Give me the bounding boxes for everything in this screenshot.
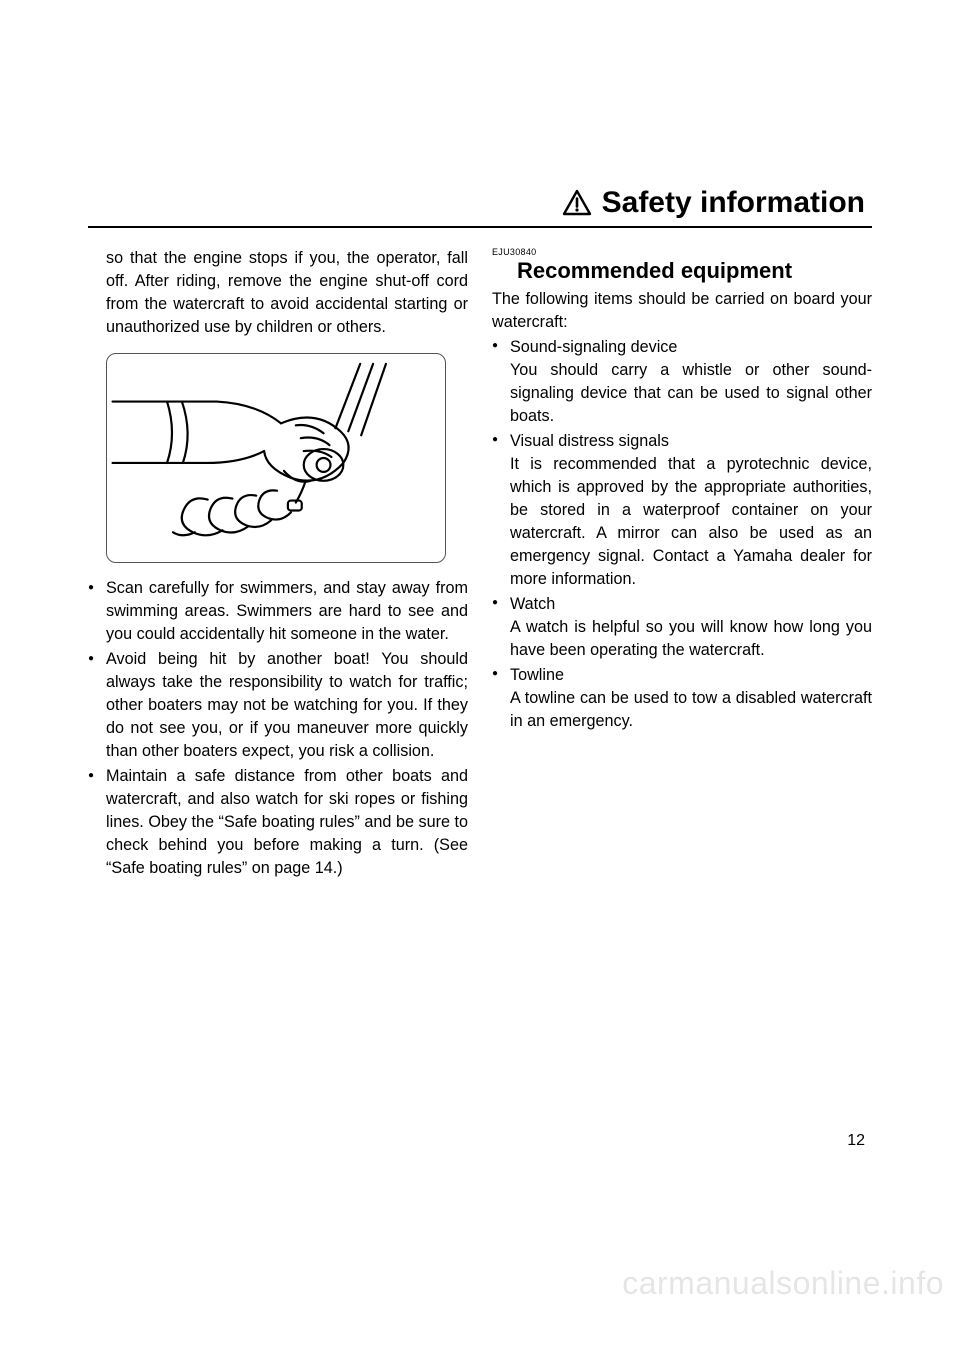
item-term: Visual distress signals (510, 430, 872, 453)
list-item: Watch A watch is helpful so you will kno… (492, 593, 872, 662)
section-title: Recommended equipment (492, 258, 872, 284)
item-description: You should carry a whistle or other soun… (510, 359, 872, 428)
watermark: carmanualsonline.info (622, 1265, 944, 1302)
list-item: Towline A towline can be used to tow a d… (492, 664, 872, 733)
reference-code: EJU30840 (492, 247, 872, 257)
list-item: Scan carefully for swimmers, and stay aw… (88, 577, 468, 646)
page-header: Safety information (562, 186, 865, 220)
item-term: Watch (510, 593, 872, 616)
equipment-list: Sound-signaling device You should carry … (492, 336, 872, 733)
item-term: Sound-signaling device (510, 336, 872, 359)
section-intro: The following items should be carried on… (492, 288, 872, 334)
manual-page: Safety information so that the engine st… (0, 0, 960, 1358)
header-divider (88, 226, 872, 228)
page-number: 12 (847, 1132, 865, 1150)
right-column: EJU30840 Recommended equipment The follo… (492, 247, 872, 882)
item-description: A watch is helpful so you will know how … (510, 616, 872, 662)
header-title-text: Safety information (602, 186, 865, 220)
left-bullet-list: Scan carefully for swimmers, and stay aw… (88, 577, 468, 880)
list-item: Maintain a safe distance from other boat… (88, 765, 468, 880)
item-term: Towline (510, 664, 872, 687)
item-description: It is recommended that a pyrotechnic dev… (510, 453, 872, 591)
list-item: Visual distress signals It is recommende… (492, 430, 872, 591)
list-item: Avoid being hit by another boat! You sho… (88, 648, 468, 763)
lanyard-illustration (106, 353, 446, 563)
item-description: A towline can be used to tow a disabled … (510, 687, 872, 733)
warning-icon (562, 189, 592, 217)
content-columns: so that the engine stops if you, the ope… (88, 247, 872, 882)
continued-paragraph: so that the engine stops if you, the ope… (88, 247, 468, 339)
left-column: so that the engine stops if you, the ope… (88, 247, 468, 882)
list-item: Sound-signaling device You should carry … (492, 336, 872, 428)
